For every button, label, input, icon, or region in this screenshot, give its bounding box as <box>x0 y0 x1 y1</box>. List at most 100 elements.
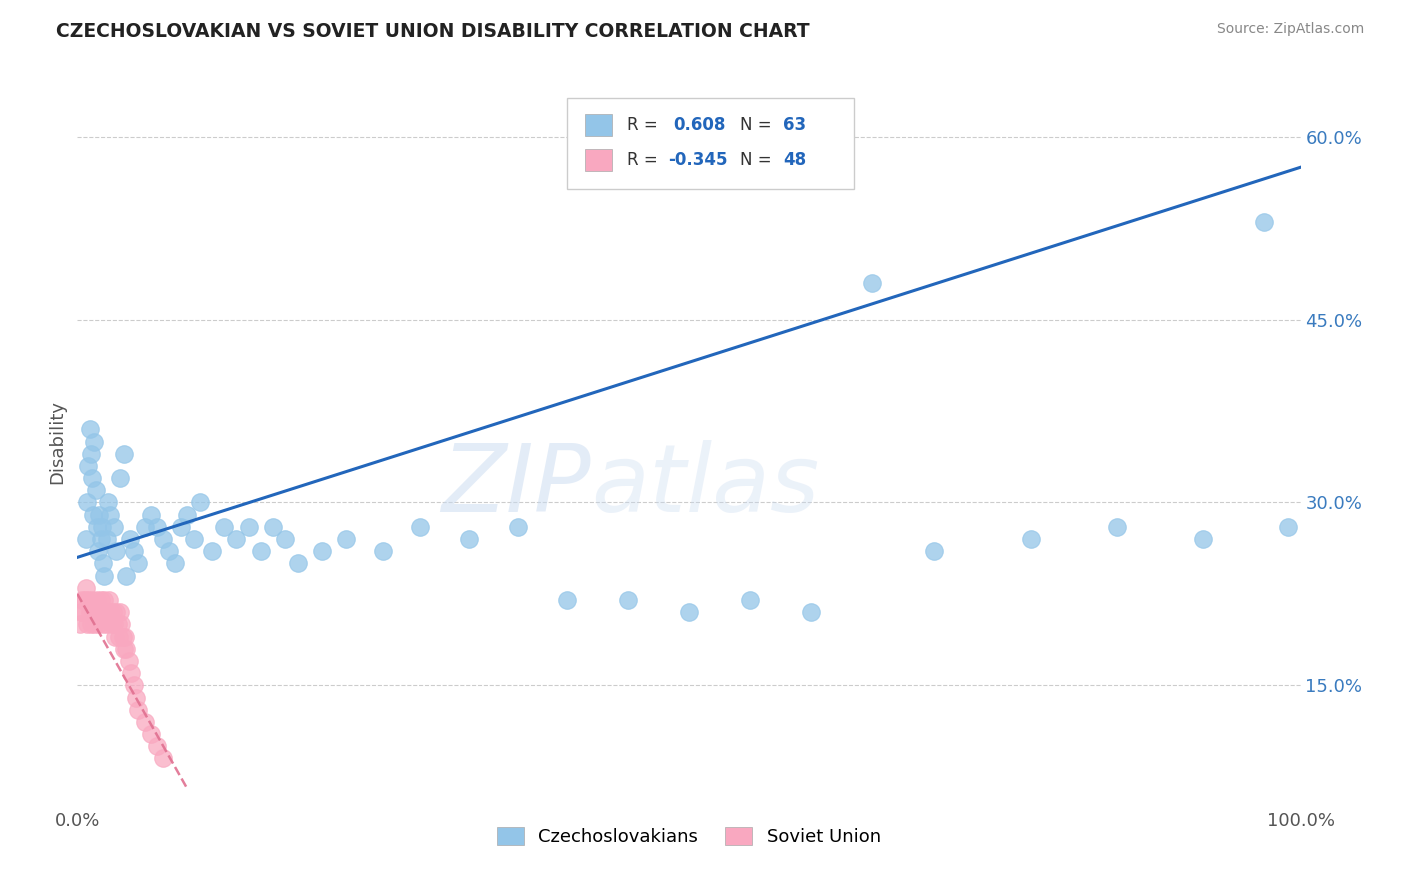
Point <box>79 605 101 619</box>
Point <box>125 690 148 705</box>
Point <box>97 495 120 509</box>
Point <box>107 617 129 632</box>
Point <box>83 434 105 449</box>
Point <box>84 605 107 619</box>
FancyBboxPatch shape <box>585 114 612 136</box>
Point <box>79 422 101 436</box>
Point <box>90 605 112 619</box>
Point <box>127 703 149 717</box>
Point <box>506 520 529 534</box>
Point <box>72 605 94 619</box>
Point <box>740 593 762 607</box>
Point <box>75 532 97 546</box>
Point <box>457 532 479 546</box>
Y-axis label: Disability: Disability <box>48 400 66 483</box>
Text: -0.345: -0.345 <box>668 151 728 169</box>
Text: ZIP: ZIP <box>441 440 591 531</box>
FancyBboxPatch shape <box>567 98 853 189</box>
Point <box>555 593 578 607</box>
Point <box>97 605 120 619</box>
Point <box>87 617 110 632</box>
Point <box>80 447 103 461</box>
Text: N =: N = <box>741 151 778 169</box>
Point <box>96 532 118 546</box>
Point <box>105 605 128 619</box>
Point <box>134 714 156 729</box>
Point <box>83 617 105 632</box>
Point <box>862 276 884 290</box>
Point <box>152 532 174 546</box>
Point <box>70 605 93 619</box>
Text: 48: 48 <box>783 151 806 169</box>
Point <box>118 654 141 668</box>
Point <box>86 520 108 534</box>
Point <box>183 532 205 546</box>
Point <box>146 739 169 754</box>
Point <box>146 520 169 534</box>
Point <box>112 641 135 656</box>
Point <box>122 678 145 692</box>
Point <box>800 605 823 619</box>
Text: N =: N = <box>741 116 778 134</box>
Point <box>152 751 174 765</box>
Text: 63: 63 <box>783 116 806 134</box>
Point <box>139 508 162 522</box>
Point <box>115 568 138 582</box>
Text: R =: R = <box>627 116 662 134</box>
Point <box>678 605 700 619</box>
Text: R =: R = <box>627 151 662 169</box>
Text: atlas: atlas <box>591 440 820 531</box>
Point <box>98 508 121 522</box>
Point <box>82 605 104 619</box>
Point <box>1277 520 1299 534</box>
Point <box>108 630 131 644</box>
Point <box>170 520 193 534</box>
Point <box>96 617 118 632</box>
Point <box>103 617 125 632</box>
FancyBboxPatch shape <box>585 149 612 171</box>
Point <box>110 617 132 632</box>
Point <box>77 458 100 473</box>
Point <box>1191 532 1213 546</box>
Point <box>105 544 128 558</box>
Point <box>311 544 333 558</box>
Point <box>134 520 156 534</box>
Point <box>118 532 141 546</box>
Point <box>91 617 114 632</box>
Text: 0.608: 0.608 <box>673 116 725 134</box>
Point <box>114 630 136 644</box>
Point <box>122 544 145 558</box>
Point <box>238 520 260 534</box>
Point <box>84 483 107 498</box>
Point <box>93 568 115 582</box>
Point <box>212 520 235 534</box>
Point <box>115 641 138 656</box>
Point <box>1021 532 1043 546</box>
Point <box>80 617 103 632</box>
Point <box>98 593 121 607</box>
Point <box>108 605 131 619</box>
Point <box>76 495 98 509</box>
Point <box>98 605 121 619</box>
Point <box>82 508 104 522</box>
Point <box>80 593 103 607</box>
Point <box>274 532 297 546</box>
Point <box>89 508 111 522</box>
Point <box>617 593 640 607</box>
Point <box>335 532 357 546</box>
Point <box>89 605 111 619</box>
Point <box>87 544 110 558</box>
Point <box>1253 215 1275 229</box>
Legend: Czechoslovakians, Soviet Union: Czechoslovakians, Soviet Union <box>489 819 889 853</box>
Point <box>250 544 273 558</box>
Point <box>70 593 93 607</box>
Point <box>90 593 112 607</box>
Point <box>188 495 211 509</box>
Point <box>77 593 100 607</box>
Point <box>90 532 112 546</box>
Point <box>1107 520 1129 534</box>
Point <box>112 447 135 461</box>
Point <box>103 520 125 534</box>
Point <box>80 471 103 485</box>
Point <box>76 617 98 632</box>
